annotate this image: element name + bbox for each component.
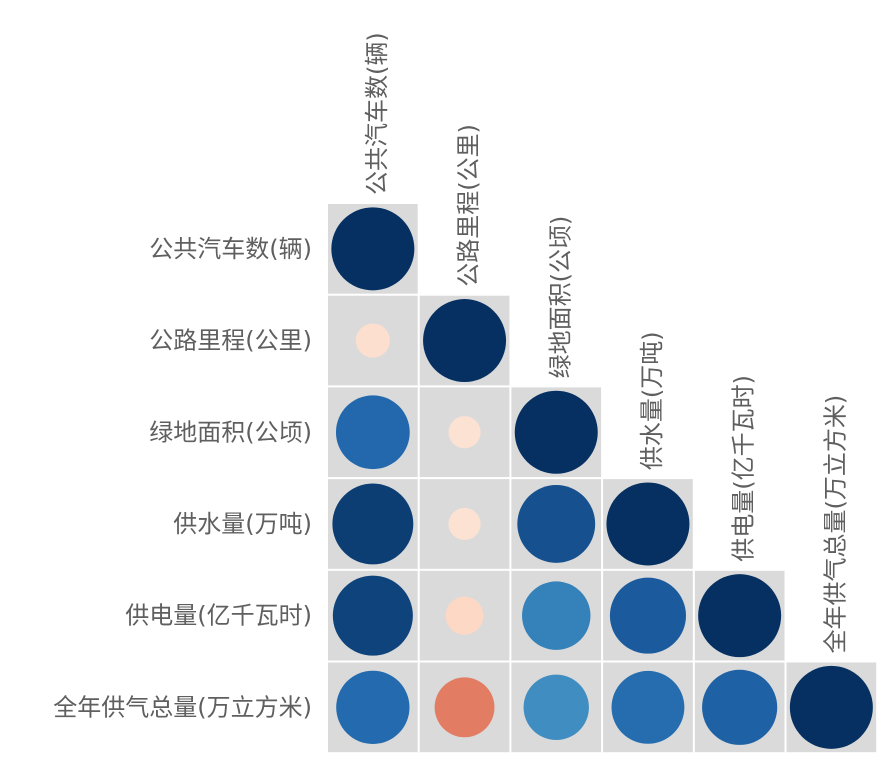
corr-circle-r6-c6 xyxy=(789,665,873,749)
corr-circle-r6-c4 xyxy=(611,670,685,744)
column-label-4: 供水量(万吨) xyxy=(638,331,666,470)
corr-circle-r2-c1 xyxy=(355,323,390,358)
cell-layer xyxy=(328,204,877,753)
corr-circle-r3-c2 xyxy=(448,416,481,449)
corr-circle-r4-c4 xyxy=(606,482,690,566)
corr-circle-r5-c4 xyxy=(609,577,686,654)
circle-layer xyxy=(331,207,873,749)
corr-circle-r4-c1 xyxy=(332,483,414,565)
column-labels: 公共汽车数(辆) 公路里程(公里) 绿地面积(公顷) 供水量(万吨) 供电量(亿千瓦时)… xyxy=(363,32,849,653)
corr-circle-r5-c5 xyxy=(698,574,782,658)
corr-circle-r2-c2 xyxy=(423,299,507,383)
row-label-4: 供水量(万吨) xyxy=(173,510,312,538)
column-label-3: 绿地面积(公顷) xyxy=(546,216,574,379)
row-labels: 公共汽车数(辆) 公路里程(公里) 绿地面积(公顷) 供水量(万吨) 供电量(亿千瓦时)… xyxy=(53,235,312,721)
column-label-6: 全年供气总量(万立方米) xyxy=(821,395,849,654)
corr-circle-r1-c1 xyxy=(331,207,415,291)
row-label-2: 公路里程(公里) xyxy=(149,327,312,355)
column-label-1: 公共汽车数(辆) xyxy=(363,32,391,195)
row-label-6: 全年供气总量(万立方米) xyxy=(53,693,312,721)
row-label-1: 公共汽车数(辆) xyxy=(149,235,312,263)
corr-circle-r6-c1 xyxy=(336,670,410,745)
corr-circle-r3-c1 xyxy=(335,395,410,470)
corr-circle-r5-c2 xyxy=(445,596,484,635)
row-label-3: 绿地面积(公顷) xyxy=(149,418,312,446)
row-label-5: 供电量(亿千瓦时) xyxy=(125,602,312,630)
corr-circle-r3-c3 xyxy=(514,390,598,474)
column-label-5: 供电量(亿千瓦时) xyxy=(730,375,758,562)
corr-circle-r4-c2 xyxy=(448,507,481,541)
corr-circle-r4-c3 xyxy=(517,485,596,563)
corr-circle-r5-c3 xyxy=(522,581,591,650)
corr-circle-r5-c1 xyxy=(332,575,413,656)
corr-circle-r6-c3 xyxy=(523,674,589,741)
column-label-2: 公路里程(公里) xyxy=(455,124,483,287)
corr-circle-r6-c2 xyxy=(434,677,495,738)
corr-circle-r6-c5 xyxy=(702,669,778,745)
